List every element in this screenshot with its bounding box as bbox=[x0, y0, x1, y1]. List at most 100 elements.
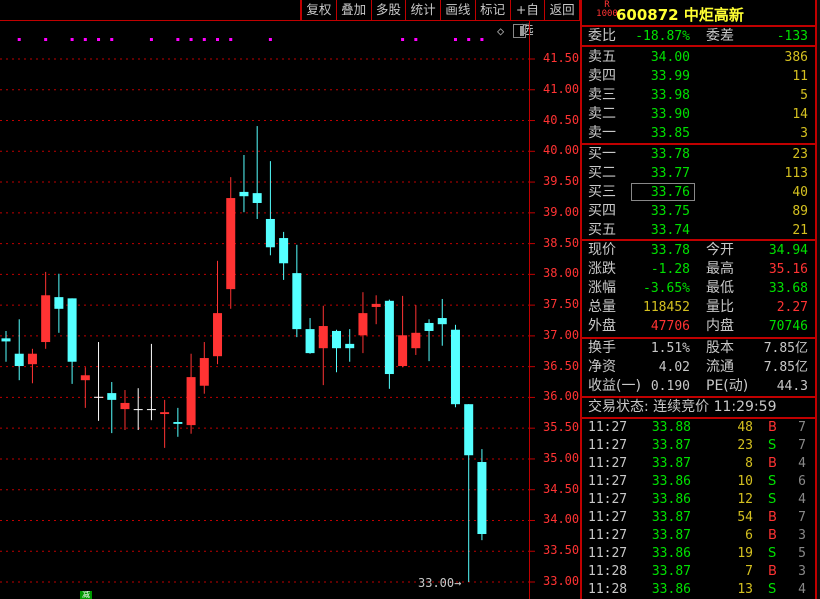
finance-value: 0.190 bbox=[650, 379, 690, 394]
candle-body[interactable] bbox=[437, 318, 447, 325]
finance-value: 7.85亿 bbox=[763, 360, 808, 375]
bids-row: 买一 33.78 23 bbox=[582, 145, 815, 164]
trade-status: 交易状态: 连续竞价 11:29:59 bbox=[582, 398, 815, 417]
asks-price[interactable]: 33.85 bbox=[650, 126, 690, 141]
candle-body[interactable] bbox=[318, 326, 328, 349]
panel-toggle-icon[interactable] bbox=[513, 24, 526, 38]
candle-body[interactable] bbox=[160, 412, 170, 415]
candle-body[interactable] bbox=[1, 338, 11, 342]
tick-volume: 7 bbox=[745, 564, 753, 579]
candle-body[interactable] bbox=[411, 332, 421, 349]
candle-body[interactable] bbox=[464, 404, 474, 456]
candle-body[interactable] bbox=[398, 335, 408, 367]
selected-cell[interactable] bbox=[631, 183, 695, 201]
candle-body[interactable] bbox=[424, 322, 434, 331]
bids-price[interactable]: 33.76 bbox=[650, 185, 690, 200]
candle-body[interactable] bbox=[345, 343, 355, 349]
candle-body[interactable] bbox=[292, 273, 302, 330]
candle-body[interactable] bbox=[239, 191, 249, 197]
toolbar-button-3[interactable]: 统计 bbox=[406, 0, 441, 20]
toolbar-button-6[interactable]: +自选 bbox=[511, 0, 546, 37]
candle-body[interactable] bbox=[107, 393, 117, 400]
candle-body[interactable] bbox=[41, 295, 51, 343]
candle-body[interactable] bbox=[120, 402, 130, 410]
weicha-value: -133 bbox=[776, 29, 808, 44]
candle-body[interactable] bbox=[186, 377, 196, 426]
tick-time: 11:27 bbox=[588, 546, 628, 561]
candle-body[interactable] bbox=[305, 329, 315, 354]
diamond-icon[interactable]: ◇ bbox=[497, 24, 505, 38]
candle-body[interactable] bbox=[213, 313, 223, 357]
toolbar-button-7[interactable]: 返回 bbox=[545, 0, 580, 20]
candle-body[interactable] bbox=[265, 218, 275, 248]
candle-body[interactable] bbox=[146, 409, 156, 411]
asks-price[interactable]: 33.98 bbox=[650, 88, 690, 103]
stat-label: 量比 bbox=[706, 299, 734, 315]
candle-body[interactable] bbox=[226, 198, 236, 290]
tick-row: 11:27 33.87 23 S 7 bbox=[582, 437, 815, 455]
tick-row: 11:27 33.86 12 S 4 bbox=[582, 491, 815, 509]
signal-marker bbox=[480, 38, 484, 41]
stat-row: 涨幅 -3.65% 最低 33.68 bbox=[582, 279, 815, 298]
candle-body[interactable] bbox=[80, 375, 90, 381]
tick-volume: 19 bbox=[737, 546, 753, 561]
bids-price[interactable]: 33.74 bbox=[650, 223, 690, 238]
toolbar-button-2[interactable]: 多股 bbox=[372, 0, 407, 20]
bids-label: 买二 bbox=[588, 165, 616, 181]
candle-body[interactable] bbox=[27, 353, 37, 365]
bids-label: 买一 bbox=[588, 146, 616, 162]
candle-body[interactable] bbox=[14, 353, 24, 367]
finance-label: 换手 bbox=[588, 340, 616, 356]
divider bbox=[582, 45, 815, 47]
stat-label: 最高 bbox=[706, 261, 734, 277]
tick-row: 11:27 33.87 8 B 4 bbox=[582, 455, 815, 473]
finance-row: 净资 4.02 流通 7.85亿 bbox=[582, 358, 815, 377]
asks-label: 卖三 bbox=[588, 87, 616, 103]
candlestick-chart[interactable] bbox=[0, 21, 580, 599]
candle-body[interactable] bbox=[67, 298, 77, 362]
stat-value: 70746 bbox=[768, 319, 808, 334]
candle-body[interactable] bbox=[332, 330, 341, 349]
price-axis-line bbox=[529, 21, 530, 599]
candle-body[interactable] bbox=[371, 303, 381, 307]
bids-row: 买二 33.77 113 bbox=[582, 164, 815, 183]
finance-label: 流通 bbox=[706, 359, 734, 375]
candle-body[interactable] bbox=[477, 462, 487, 535]
bids-row: 买五 33.74 21 bbox=[582, 221, 815, 240]
tick-side: S bbox=[768, 492, 777, 507]
stat-label: 最低 bbox=[706, 280, 734, 296]
tick-side: B bbox=[768, 510, 777, 525]
bids-price[interactable]: 33.75 bbox=[650, 204, 690, 219]
toolbar-button-4[interactable]: 画线 bbox=[441, 0, 476, 20]
signal-marker bbox=[268, 38, 272, 41]
y-tick-label: 38.00 bbox=[543, 266, 580, 281]
bids-price[interactable]: 33.78 bbox=[650, 147, 690, 162]
asks-price[interactable]: 33.90 bbox=[650, 107, 690, 122]
y-tick-label: 34.50 bbox=[543, 481, 580, 496]
tick-side: B bbox=[768, 420, 777, 435]
tick-side: B bbox=[768, 564, 777, 579]
toolbar-button-5[interactable]: 标记 bbox=[476, 0, 511, 20]
signal-marker bbox=[17, 38, 21, 41]
candle-body[interactable] bbox=[173, 422, 183, 424]
asks-price[interactable]: 34.00 bbox=[650, 50, 690, 65]
candle-body[interactable] bbox=[252, 193, 262, 203]
quote-panel: R 1000 600872 中炬高新 委比 -18.87% 委差 -133 卖五 3… bbox=[580, 0, 817, 599]
toolbar-button-1[interactable]: 叠加 bbox=[337, 0, 372, 20]
candle-body[interactable] bbox=[450, 329, 460, 405]
candle-body[interactable] bbox=[133, 409, 143, 411]
tick-side: B bbox=[768, 456, 777, 471]
asks-price[interactable]: 33.99 bbox=[650, 69, 690, 84]
candle-body[interactable] bbox=[358, 313, 368, 336]
bids-price[interactable]: 33.77 bbox=[650, 166, 690, 181]
candle-body[interactable] bbox=[279, 238, 289, 264]
candle-body[interactable] bbox=[199, 358, 209, 386]
candle-body[interactable] bbox=[54, 297, 64, 309]
candle-body[interactable] bbox=[94, 396, 104, 398]
finance-row: 换手 1.51% 股本 7.85亿 bbox=[582, 339, 815, 358]
signal-marker bbox=[44, 38, 48, 41]
toolbar-button-0[interactable]: 复权 bbox=[302, 0, 337, 20]
signal-marker bbox=[83, 38, 87, 41]
chart-canvas[interactable] bbox=[0, 21, 580, 599]
candle-body[interactable] bbox=[384, 300, 394, 375]
